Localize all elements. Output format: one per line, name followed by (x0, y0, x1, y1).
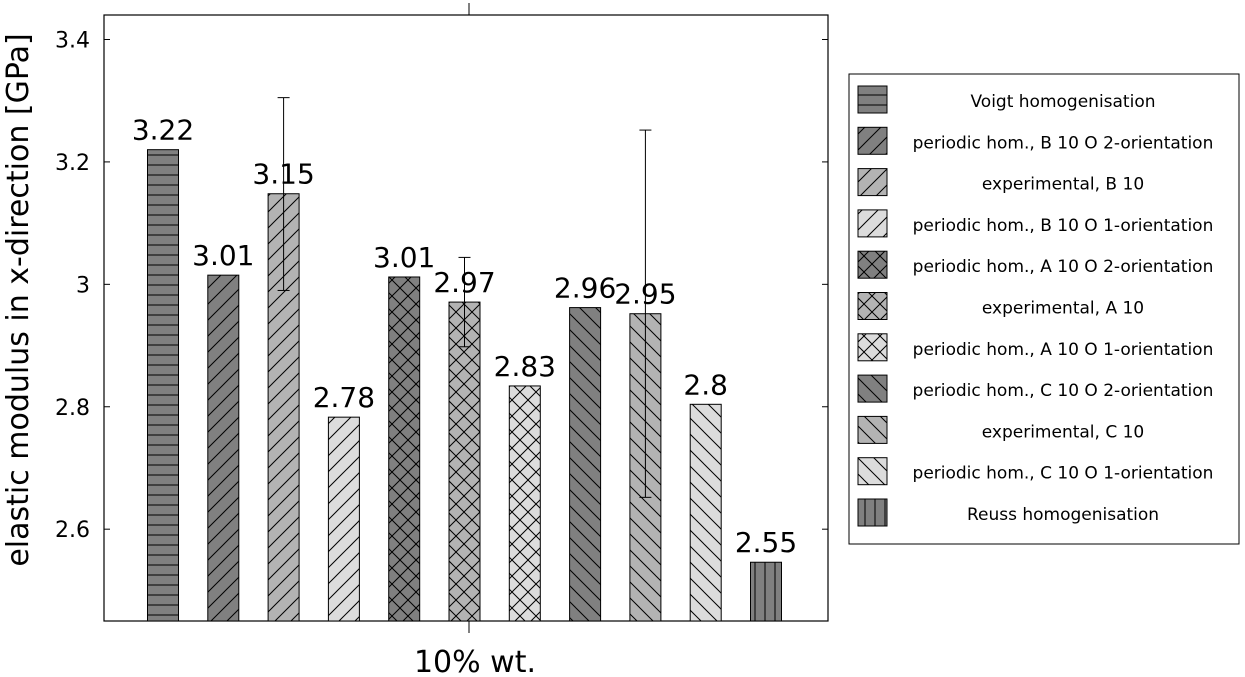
data-label: 3.01 (373, 241, 435, 274)
bar-hatch-periodic-hom-a-10-o-2-orientation (388, 276, 421, 622)
legend-label: experimental, C 10 (982, 422, 1145, 442)
legend-swatch-hatch (857, 209, 888, 238)
bar-hatch-periodic-hom-b-10-o-2-orientation (207, 274, 240, 622)
legend-label: periodic hom., A 10 O 2-orientation (913, 257, 1214, 277)
legend-label: periodic hom., B 10 O 1-orientation (913, 216, 1214, 236)
legend-label: Voigt homogenisation (970, 92, 1155, 112)
bar-hatch-experimental-a-10 (448, 301, 481, 622)
data-label: 2.78 (313, 381, 375, 414)
data-label: 3.22 (132, 114, 194, 147)
data-label: 2.96 (554, 272, 616, 305)
legend-label: periodic hom., C 10 O 1-orientation (913, 464, 1214, 484)
legend-swatch-hatch (857, 85, 888, 114)
data-label: 2.97 (433, 266, 495, 299)
y-tick-label: 2.6 (55, 518, 90, 543)
y-tick-label: 2.8 (55, 396, 90, 421)
legend-label: periodic hom., B 10 O 2-orientation (913, 133, 1214, 153)
legend-label: periodic hom., A 10 O 1-orientation (913, 340, 1214, 360)
data-label: 2.8 (683, 368, 728, 401)
bar-hatch-periodic-hom-a-10-o-1-orientation (508, 385, 541, 622)
data-label: 2.95 (614, 278, 676, 311)
bar-hatch-voigt-homogenisation (147, 149, 179, 622)
bar-hatch-periodic-hom-c-10-o-1-orientation (689, 403, 722, 622)
legend-swatch-hatch (857, 457, 888, 486)
legend-box (848, 73, 1240, 545)
legend-label: experimental, A 10 (982, 299, 1144, 319)
y-tick-label: 3.4 (55, 28, 90, 53)
legend-swatch-hatch (857, 250, 888, 279)
y-tick-label: 3.2 (55, 151, 90, 176)
legend-swatch-hatch (857, 126, 888, 155)
y-tick-label: 3 (76, 273, 90, 298)
legend-label: periodic hom., C 10 O 2-orientation (913, 381, 1214, 401)
x-axis-title: 10% wt. (414, 645, 536, 677)
bar-hatch-periodic-hom-b-10-o-1-orientation (327, 416, 360, 622)
data-label: 2.83 (494, 350, 556, 383)
data-label: 2.55 (735, 526, 797, 559)
legend-swatch-hatch (857, 292, 888, 320)
legend-swatch-hatch (857, 415, 888, 444)
data-label: 3.01 (192, 239, 254, 272)
legend-label: Reuss homogenisation (967, 505, 1159, 525)
legend: Voigt homogenisation periodic hom., B 10 … (848, 73, 1240, 545)
legend-swatch-hatch (857, 333, 888, 362)
legend-swatch-hatch (857, 168, 888, 197)
bar-hatch-reuss-homogenisation (750, 561, 782, 622)
legend-swatch-hatch (857, 498, 888, 527)
legend-swatch-hatch (857, 374, 888, 403)
y-axis-title: elastic modulus in x-direction [GPa] (1, 33, 36, 566)
bar-hatch-periodic-hom-c-10-o-2-orientation (569, 307, 602, 622)
legend-label: experimental, B 10 (982, 175, 1144, 195)
data-label: 3.15 (252, 158, 314, 191)
